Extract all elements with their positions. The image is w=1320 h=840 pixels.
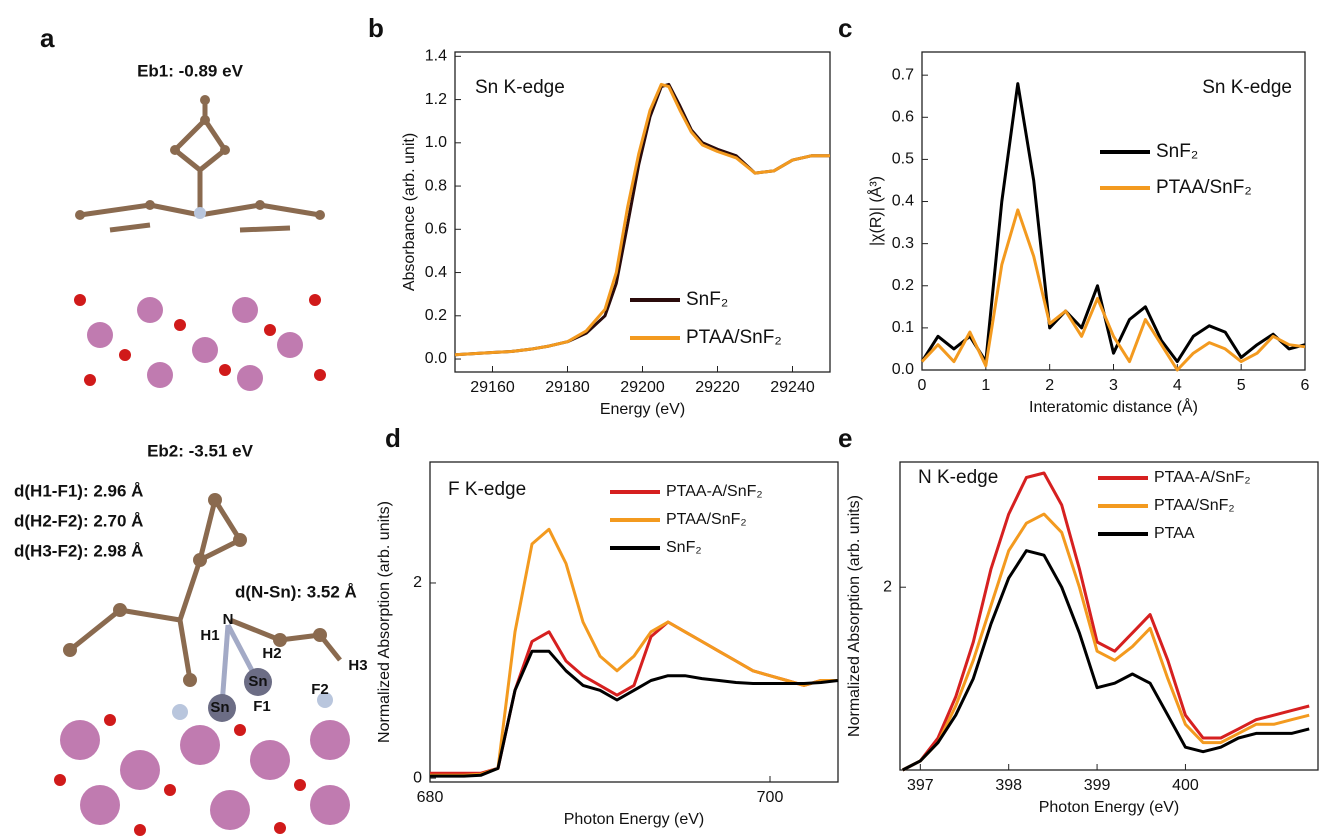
legend-label: SnF₂ xyxy=(686,289,728,310)
chart-panel: c 0 1 2 3 4 5 6 0.0 0.1 0.2 0.3 0.4 0.5 0.6 0.7 Interato… xyxy=(838,13,1310,416)
y-tick-label: 1.0 xyxy=(425,134,447,151)
slab-top xyxy=(74,294,326,391)
legend-label: PTAA/SnF₂ xyxy=(666,511,747,528)
x-axis-title: Interatomic distance (Å) xyxy=(1029,397,1198,416)
y-tick-label: 0.8 xyxy=(425,177,447,194)
x-tick-label: 6 xyxy=(1301,377,1310,394)
plot-frame xyxy=(922,52,1305,370)
y-axis-title: Normalized Absorption (arb. units) xyxy=(846,495,863,737)
y-tick-label: 0.1 xyxy=(892,319,914,336)
legend-label: PTAA/SnF₂ xyxy=(1154,497,1235,514)
chart-panel: d 680 700 0 2 Photon Energy (eV) Normalized Ab… xyxy=(376,423,838,828)
x-tick-label: 2 xyxy=(1045,377,1054,394)
x-tick-label: 1 xyxy=(981,377,990,394)
chart-panel: e 397 398 399 400 2 Photon Energy (eV) Normaliz… xyxy=(838,423,1318,816)
x-tick-label: 400 xyxy=(1172,777,1199,794)
y-tick-label: 2 xyxy=(413,574,422,591)
x-axis-title: Photon Energy (eV) xyxy=(1039,799,1180,816)
annotation: Sn K-edge xyxy=(1202,77,1292,98)
x-tick-label: 29200 xyxy=(620,379,665,396)
y-tick-label: 0.6 xyxy=(425,221,447,238)
y-tick-label: 0.6 xyxy=(892,109,914,126)
y-tick-label: 0.3 xyxy=(892,235,914,252)
data-line xyxy=(903,473,1309,770)
atom-label: H1 xyxy=(200,627,219,644)
x-axis-title: Energy (eV) xyxy=(600,401,685,418)
x-tick-label: 29220 xyxy=(695,379,740,396)
y-axis-title: Normalized Absorption (arb. units) xyxy=(376,501,393,743)
atom-label: N xyxy=(223,611,234,628)
x-tick-label: 0 xyxy=(918,377,927,394)
data-line xyxy=(922,210,1305,370)
x-tick-label: 398 xyxy=(995,777,1022,794)
y-tick-label: 0.4 xyxy=(425,264,447,281)
x-tick-label: 4 xyxy=(1173,377,1182,394)
plot-frame xyxy=(430,462,838,782)
annotation: F K-edge xyxy=(448,479,526,500)
y-axis-title: |χ(R)| (Å³) xyxy=(866,176,885,246)
y-tick-label: 1.4 xyxy=(425,48,447,65)
atom-label: Sn xyxy=(210,699,229,716)
y-tick-label: 0.0 xyxy=(892,361,914,378)
energy-label: Eb1: -0.89 eV xyxy=(137,61,243,80)
legend-label: PTAA/SnF₂ xyxy=(1156,177,1252,198)
x-tick-label: 680 xyxy=(417,789,444,806)
figure: a Eb1: -0.89 eV Eb2: -3.51 eV d(H1-F1): … xyxy=(0,0,1320,840)
atom-label: F1 xyxy=(253,698,271,715)
data-line xyxy=(903,514,1309,770)
x-tick-label: 29160 xyxy=(470,379,515,396)
plot-frame xyxy=(455,52,830,372)
data-line xyxy=(455,84,830,354)
energy-label: Eb2: -3.51 eV xyxy=(147,441,253,460)
y-tick-label: 0 xyxy=(413,769,422,786)
legend-label: SnF₂ xyxy=(1156,141,1198,162)
chart-panel: b 29160 29180 29200 29220 29240 0.0 0.2 0.4 0.6 0.… xyxy=(368,13,830,418)
y-tick-label: 0.5 xyxy=(892,151,914,168)
data-line xyxy=(430,529,838,775)
panel-label: c xyxy=(838,13,852,43)
x-tick-label: 29180 xyxy=(545,379,590,396)
distance-label: d(N-Sn): 3.52 Å xyxy=(235,582,357,601)
panel-label: d xyxy=(385,423,401,453)
data-line xyxy=(903,551,1309,770)
x-tick-label: 397 xyxy=(907,777,934,794)
atom-label: H2 xyxy=(262,645,281,662)
y-tick-label: 0.0 xyxy=(425,350,447,367)
data-line xyxy=(430,651,838,776)
y-tick-label: 0.2 xyxy=(425,307,447,324)
legend-label: PTAA-A/SnF₂ xyxy=(666,483,763,500)
y-axis-title: Absorbance (arb. unit) xyxy=(401,133,418,291)
distance-label: d(H3-F2): 2.98 Å xyxy=(14,541,143,560)
x-tick-label: 29240 xyxy=(770,379,815,396)
x-axis-title: Photon Energy (eV) xyxy=(564,811,705,828)
panel-label: b xyxy=(368,13,384,43)
distance-label: d(H1-F1): 2.96 Å xyxy=(14,481,143,500)
data-line xyxy=(430,622,838,773)
panel-label: e xyxy=(838,423,852,453)
atom-label: F2 xyxy=(311,681,329,698)
panel-a: a Eb1: -0.89 eV Eb2: -3.51 eV d(H1-F1): … xyxy=(14,23,368,836)
legend-label: PTAA xyxy=(1154,525,1195,542)
y-tick-label: 0.2 xyxy=(892,277,914,294)
data-line xyxy=(455,84,830,354)
legend-label: PTAA/SnF₂ xyxy=(686,327,782,348)
x-tick-label: 5 xyxy=(1237,377,1246,394)
annotation: N K-edge xyxy=(918,467,998,488)
atom-label: H3 xyxy=(348,657,367,674)
data-line xyxy=(922,84,1305,362)
x-tick-label: 700 xyxy=(757,789,784,806)
annotation: Sn K-edge xyxy=(475,77,565,98)
panel-label: a xyxy=(40,23,55,53)
distance-label: d(H2-F2): 2.70 Å xyxy=(14,511,143,530)
atom-label: Sn xyxy=(248,673,267,690)
legend-label: SnF₂ xyxy=(666,539,702,556)
y-tick-label: 1.2 xyxy=(425,91,447,108)
y-tick-label: 0.4 xyxy=(892,193,914,210)
legend-label: PTAA-A/SnF₂ xyxy=(1154,469,1251,486)
y-tick-label: 2 xyxy=(883,578,892,595)
x-tick-label: 399 xyxy=(1084,777,1111,794)
x-tick-label: 3 xyxy=(1109,377,1118,394)
y-tick-label: 0.7 xyxy=(892,66,914,83)
